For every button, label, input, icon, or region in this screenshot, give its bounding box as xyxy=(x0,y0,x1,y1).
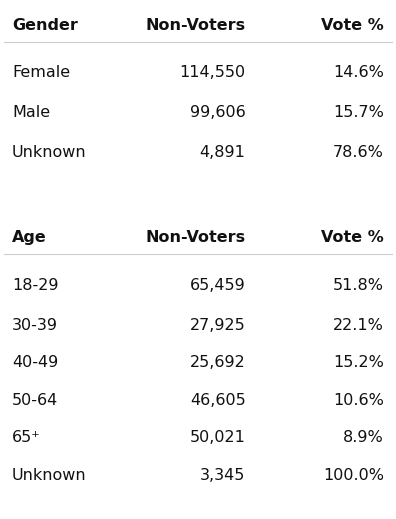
Text: 114,550: 114,550 xyxy=(179,65,246,80)
Text: 15.7%: 15.7% xyxy=(333,105,384,120)
Text: Vote %: Vote % xyxy=(322,230,384,245)
Text: Non-Voters: Non-Voters xyxy=(145,18,246,33)
Text: 46,605: 46,605 xyxy=(190,393,246,408)
Text: 8.9%: 8.9% xyxy=(343,430,384,445)
Text: 50-64: 50-64 xyxy=(12,393,58,408)
Text: 51.8%: 51.8% xyxy=(333,278,384,293)
Text: 22.1%: 22.1% xyxy=(333,318,384,333)
Text: 3,345: 3,345 xyxy=(200,468,246,483)
Text: Gender: Gender xyxy=(12,18,78,33)
Text: 18-29: 18-29 xyxy=(12,278,58,293)
Text: 27,925: 27,925 xyxy=(190,318,246,333)
Text: Female: Female xyxy=(12,65,70,80)
Text: 25,692: 25,692 xyxy=(190,355,246,370)
Text: 15.2%: 15.2% xyxy=(333,355,384,370)
Text: 4,891: 4,891 xyxy=(200,145,246,160)
Text: 100.0%: 100.0% xyxy=(323,468,384,483)
Text: 10.6%: 10.6% xyxy=(333,393,384,408)
Text: Unknown: Unknown xyxy=(12,468,86,483)
Text: Unknown: Unknown xyxy=(12,145,86,160)
Text: Male: Male xyxy=(12,105,50,120)
Text: Age: Age xyxy=(12,230,47,245)
Text: 40-49: 40-49 xyxy=(12,355,58,370)
Text: 65,459: 65,459 xyxy=(190,278,246,293)
Text: 30-39: 30-39 xyxy=(12,318,58,333)
Text: 65⁺: 65⁺ xyxy=(12,430,41,445)
Text: 14.6%: 14.6% xyxy=(333,65,384,80)
Text: 78.6%: 78.6% xyxy=(333,145,384,160)
Text: 99,606: 99,606 xyxy=(190,105,246,120)
Text: Vote %: Vote % xyxy=(322,18,384,33)
Text: Non-Voters: Non-Voters xyxy=(145,230,246,245)
Text: 50,021: 50,021 xyxy=(190,430,246,445)
